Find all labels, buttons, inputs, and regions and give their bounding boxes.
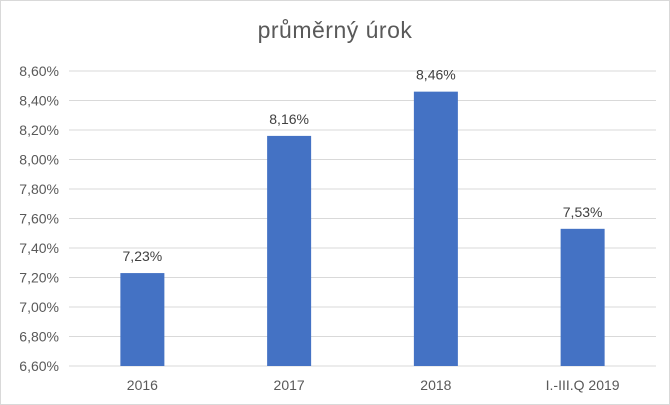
y-tick-label: 7,20% <box>19 270 59 286</box>
data-label: 8,46% <box>416 67 456 83</box>
y-tick-label: 7,00% <box>19 299 59 315</box>
y-tick-label: 8,20% <box>19 122 59 138</box>
data-label: 7,23% <box>123 248 163 264</box>
data-label: 8,16% <box>269 111 309 127</box>
y-tick-label: 6,80% <box>19 329 59 345</box>
bar <box>120 273 165 366</box>
x-tick-label: I.-III.Q 2019 <box>546 377 620 393</box>
bar <box>413 91 458 367</box>
y-tick-label: 7,80% <box>19 181 59 197</box>
chart-title: průměrný úrok <box>257 17 413 43</box>
y-tick-label: 8,40% <box>19 93 59 109</box>
x-tick-label: 2018 <box>420 377 451 393</box>
y-tick-label: 7,60% <box>19 211 59 227</box>
bar <box>267 135 312 366</box>
data-label: 7,53% <box>563 204 603 220</box>
y-tick-label: 8,60% <box>19 63 59 79</box>
bar <box>560 228 605 366</box>
y-tick-label: 7,40% <box>19 240 59 256</box>
y-tick-label: 6,60% <box>19 358 59 374</box>
x-tick-label: 2017 <box>274 377 305 393</box>
x-tick-label: 2016 <box>127 377 158 393</box>
y-tick-label: 8,00% <box>19 152 59 168</box>
